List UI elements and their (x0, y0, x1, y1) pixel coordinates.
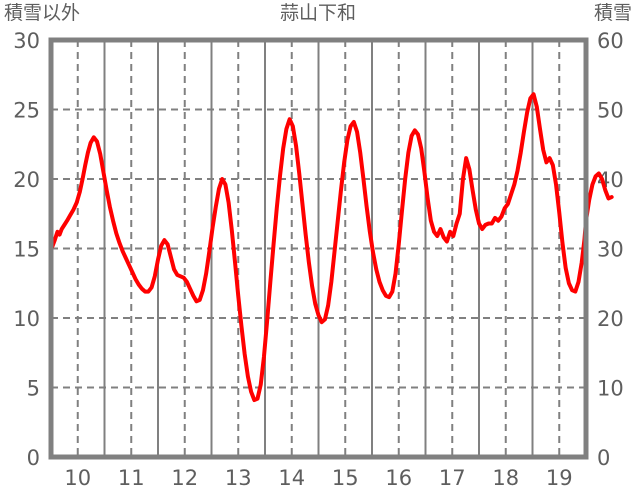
y-tick-right: 50 (597, 99, 624, 123)
chart-title: 蒜山下和 (279, 2, 356, 24)
x-tick: 17 (439, 466, 466, 490)
y-tick-right: 60 (597, 29, 624, 53)
right-axis-title: 積雪 (593, 2, 632, 24)
data-line-series (50, 92, 614, 403)
y-tick-left: 30 (13, 29, 40, 53)
y-tick-right: 10 (597, 377, 624, 401)
gridlines (51, 40, 586, 457)
y-tick-right: 20 (597, 307, 624, 331)
x-axis-ticks: 10 11 12 13 14 15 16 17 18 19 (64, 466, 572, 490)
x-tick: 16 (385, 466, 412, 490)
x-tick: 13 (225, 466, 252, 490)
y-tick-left: 20 (13, 168, 40, 192)
y-tick-left: 10 (13, 307, 40, 331)
y-tick-right: 0 (597, 446, 610, 470)
x-tick: 14 (278, 466, 305, 490)
plot-frame (48, 37, 589, 460)
x-tick: 18 (492, 466, 519, 490)
y-tick-left: 0 (27, 446, 40, 470)
x-tick: 19 (546, 466, 573, 490)
y-tick-left: 5 (27, 377, 40, 401)
y-axis-left-ticks: 0 5 10 15 20 25 30 (13, 29, 40, 470)
x-tick: 10 (64, 466, 91, 490)
x-tick: 15 (332, 466, 359, 490)
y-tick-left: 25 (13, 99, 40, 123)
y-tick-left: 15 (13, 238, 40, 262)
left-axis-title: 積雪以外 (4, 2, 81, 24)
x-tick: 11 (118, 466, 145, 490)
y-tick-right: 30 (597, 238, 624, 262)
x-tick: 12 (171, 466, 198, 490)
